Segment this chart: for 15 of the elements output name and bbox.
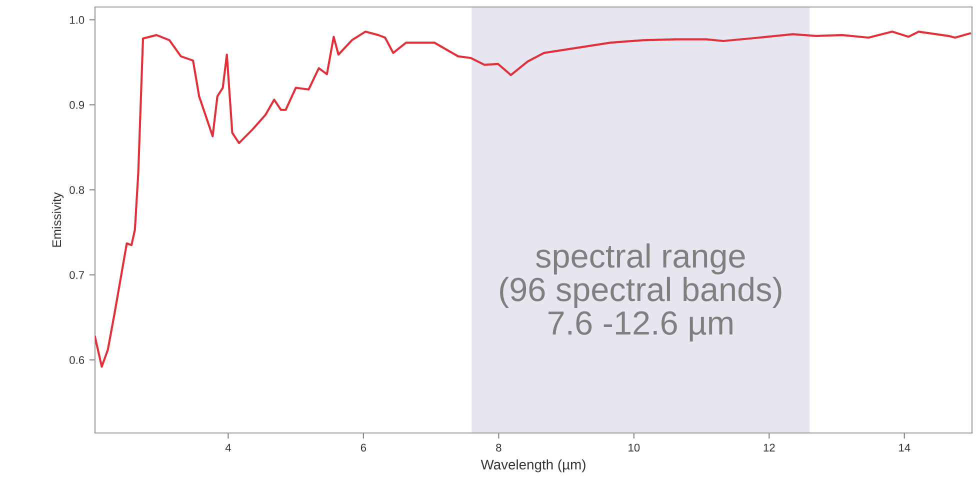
y-tick-label: 1.0: [70, 16, 84, 24]
x-tick-label: 8: [496, 444, 502, 452]
x-tick-label: 10: [628, 444, 640, 452]
y-tick-label: 0.7: [70, 271, 84, 279]
x-tick-label: 14: [899, 444, 910, 452]
x-tick-label: 4: [225, 444, 231, 452]
y-tick-label: 0.9: [70, 101, 84, 109]
x-tick-label: 6: [360, 444, 366, 452]
y-axis-title: Emissivity: [52, 192, 64, 247]
band-label: spectral range (96 spectral bands) 7.6 -12.6 µm: [500, 243, 782, 342]
x-tick-label: 12: [764, 444, 775, 452]
y-tick-label: 0.6: [70, 356, 84, 364]
y-tick-label: 0.8: [70, 186, 84, 194]
x-axis-title: Wavelength (µm): [480, 459, 586, 472]
line-series: [95, 30, 972, 368]
